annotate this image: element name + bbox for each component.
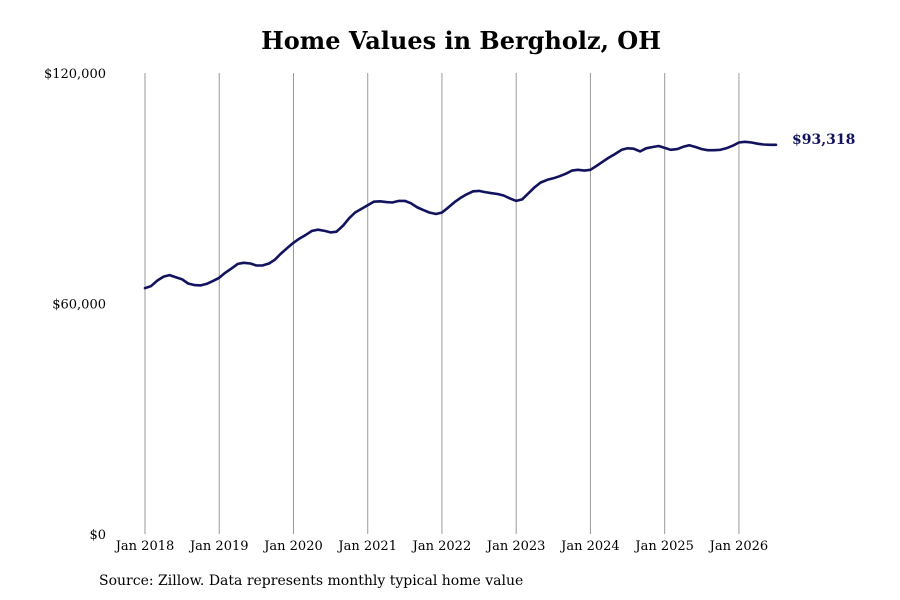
x-tick-label: Jan 2022: [411, 539, 472, 554]
x-tick-label: Jan 2024: [559, 539, 620, 554]
end-value-label: $93,318: [792, 132, 855, 148]
x-tick-label: Jan 2026: [708, 539, 769, 554]
x-tick-label: Jan 2020: [262, 539, 323, 554]
x-tick-label: Jan 2025: [633, 539, 694, 554]
y-tick-label: $0: [89, 528, 106, 543]
y-tick-label: $60,000: [52, 298, 106, 313]
y-tick-label: $120,000: [44, 67, 106, 82]
series-line: [143, 140, 778, 290]
x-tick-label: Jan 2018: [114, 539, 175, 554]
x-tick-label: Jan 2021: [336, 539, 397, 554]
source-note: Source: Zillow. Data represents monthly …: [99, 573, 524, 589]
chart-title: Home Values in Bergholz, OH: [261, 26, 661, 55]
x-tick-label: Jan 2019: [188, 539, 249, 554]
x-tick-label: Jan 2023: [485, 539, 546, 554]
